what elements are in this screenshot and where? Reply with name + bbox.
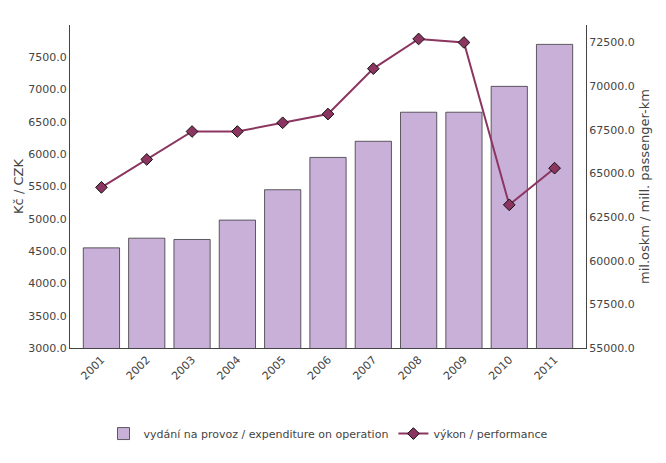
svg-text:2011: 2011 [532, 354, 561, 383]
svg-text:2008: 2008 [396, 354, 425, 383]
svg-text:2002: 2002 [124, 354, 153, 383]
svg-text:výkon / performance: výkon / performance [433, 428, 547, 441]
svg-text:65000.0: 65000.0 [589, 167, 635, 180]
svg-text:67500.0: 67500.0 [589, 124, 635, 137]
svg-text:7000.0: 7000.0 [28, 83, 67, 96]
svg-text:72500.0: 72500.0 [589, 36, 635, 49]
svg-text:5000.0: 5000.0 [28, 213, 67, 226]
svg-text:vydání na provoz / expenditure: vydání na provoz / expenditure on operat… [144, 428, 389, 441]
svg-text:Kč / CZK: Kč / CZK [11, 159, 26, 214]
svg-text:70000.0: 70000.0 [589, 80, 635, 93]
svg-text:2010: 2010 [486, 354, 515, 383]
svg-text:62500.0: 62500.0 [589, 211, 635, 224]
svg-text:4000.0: 4000.0 [28, 277, 67, 290]
svg-text:mil.oskm / mill. passenger-km: mil.oskm / mill. passenger-km [637, 89, 652, 284]
svg-text:55000.0: 55000.0 [589, 342, 635, 355]
svg-text:2004: 2004 [214, 354, 243, 383]
svg-text:2005: 2005 [260, 354, 289, 383]
svg-text:3500.0: 3500.0 [28, 310, 67, 323]
svg-text:3000.0: 3000.0 [28, 342, 67, 355]
svg-text:2003: 2003 [169, 354, 198, 383]
svg-text:6500.0: 6500.0 [28, 116, 67, 129]
svg-text:57500.0: 57500.0 [589, 298, 635, 311]
svg-text:60000.0: 60000.0 [589, 255, 635, 268]
svg-text:2001: 2001 [78, 354, 107, 383]
svg-text:6000.0: 6000.0 [28, 148, 67, 161]
svg-text:4500.0: 4500.0 [28, 245, 67, 258]
svg-text:5500.0: 5500.0 [28, 180, 67, 193]
svg-text:2009: 2009 [441, 354, 470, 383]
svg-text:2007: 2007 [350, 354, 379, 383]
svg-text:7500.0: 7500.0 [28, 51, 67, 64]
svg-text:2006: 2006 [305, 354, 334, 383]
